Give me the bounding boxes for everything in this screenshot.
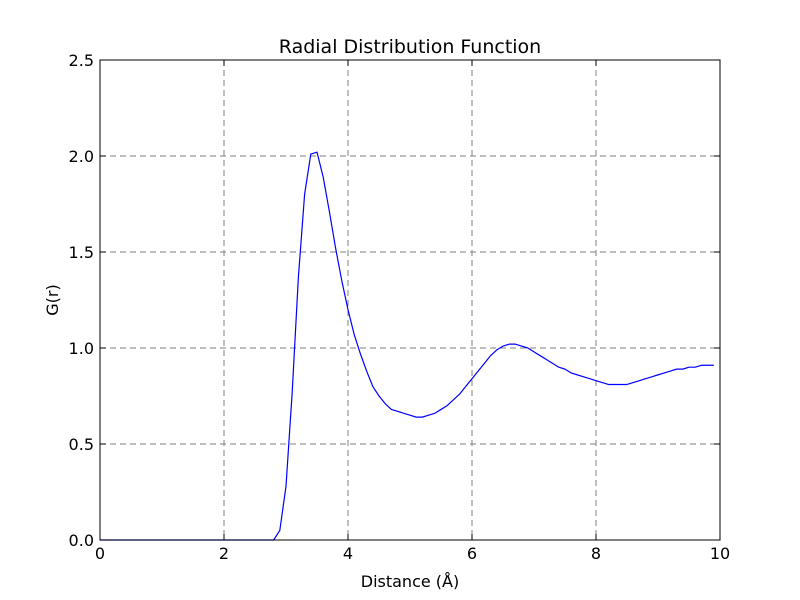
y-axis-label: G(r) bbox=[43, 284, 62, 315]
tick-label-layer: 0 2 4 6 8 10 0.0 0.5 1.0 1.5 2.0 2.5 bbox=[69, 51, 731, 563]
x-tick-label: 8 bbox=[591, 544, 601, 563]
tick-layer bbox=[99, 59, 721, 541]
line-layer bbox=[100, 151, 714, 541]
plot-frame bbox=[99, 59, 721, 541]
y-tick-label: 2.5 bbox=[69, 51, 94, 70]
x-tick-label: 0 bbox=[95, 544, 105, 563]
plot-area-background bbox=[100, 60, 720, 540]
series-line bbox=[100, 151, 714, 541]
x-tick-label: 6 bbox=[467, 544, 477, 563]
y-tick-label: 1.5 bbox=[69, 243, 94, 262]
x-tick-label: 10 bbox=[710, 544, 730, 563]
x-tick-label: 2 bbox=[219, 544, 229, 563]
y-tick-label: 0.0 bbox=[69, 531, 94, 550]
x-tick-label: 4 bbox=[343, 544, 353, 563]
y-tick-label: 0.5 bbox=[69, 435, 94, 454]
x-axis-label: Distance (Å) bbox=[361, 572, 459, 591]
y-tick-label: 2.0 bbox=[69, 147, 94, 166]
chart-title: Radial Distribution Function bbox=[279, 36, 541, 58]
grid-layer bbox=[100, 60, 720, 540]
y-tick-label: 1.0 bbox=[69, 339, 94, 358]
